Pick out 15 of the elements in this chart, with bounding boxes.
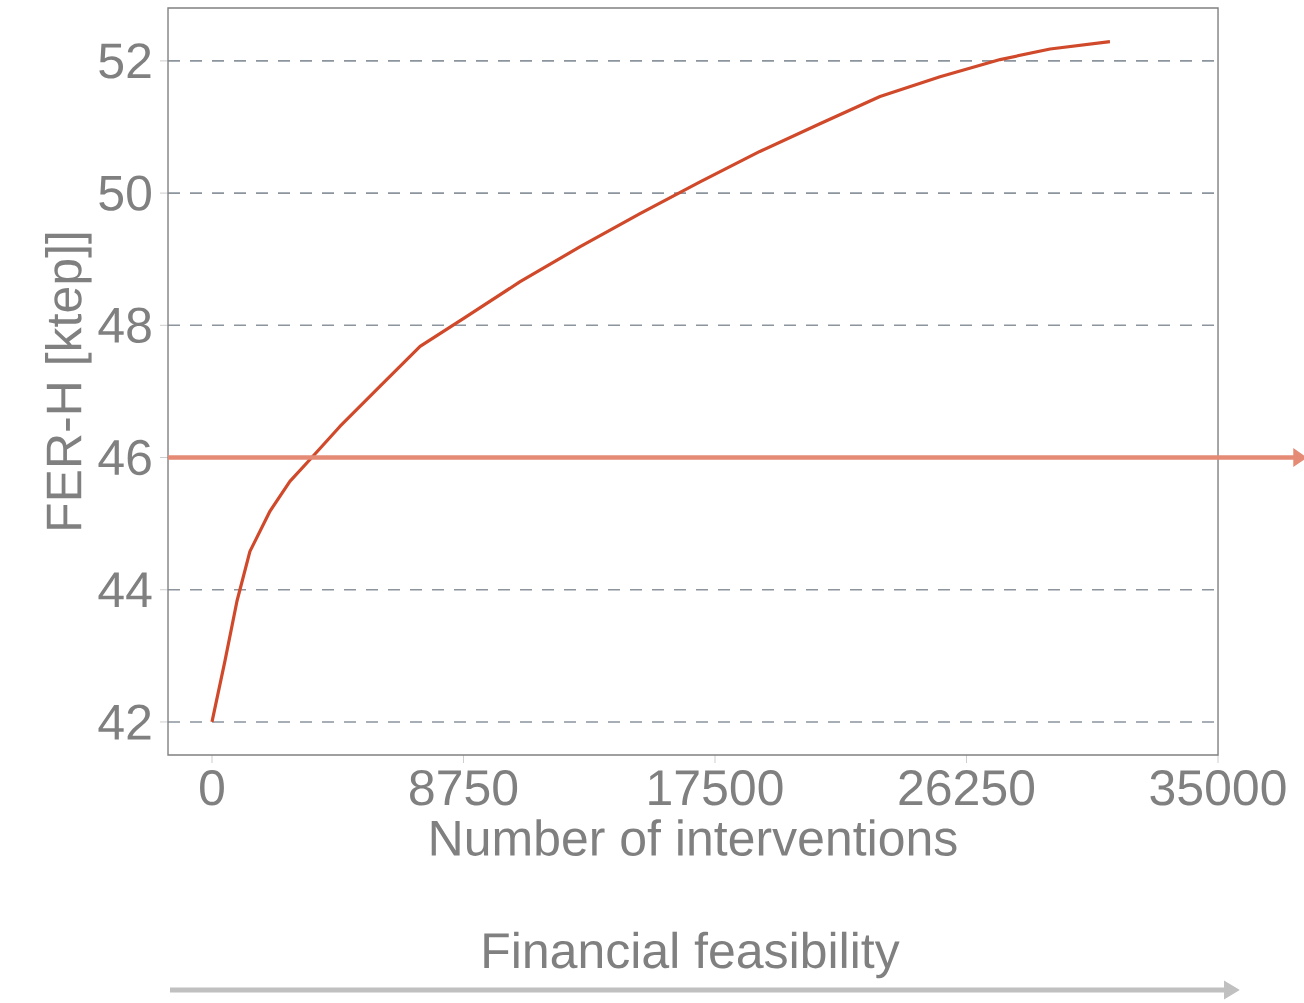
line-series xyxy=(210,40,1112,724)
y-axis-title: FER-H [ktep]] xyxy=(44,233,92,529)
y-tick-label: 48 xyxy=(98,307,151,344)
x-tick-label: 35000 xyxy=(1150,770,1286,806)
x-tick-label: 26250 xyxy=(899,770,1035,806)
x-tick-label: 8750 xyxy=(410,770,518,806)
text: Financial feasibility xyxy=(484,931,900,979)
y-tick-label: 52 xyxy=(99,43,151,79)
x-axis-title: Number of interventions xyxy=(431,819,957,856)
y-tick-label: 42 xyxy=(98,704,151,740)
y-tick-label: 50 xyxy=(99,175,151,211)
x-tick-label: 0 xyxy=(200,770,224,806)
y-tick-label: 46 xyxy=(98,439,151,476)
x-tick-label: 17500 xyxy=(649,770,783,806)
y-tick-label: 44 xyxy=(98,572,152,607)
